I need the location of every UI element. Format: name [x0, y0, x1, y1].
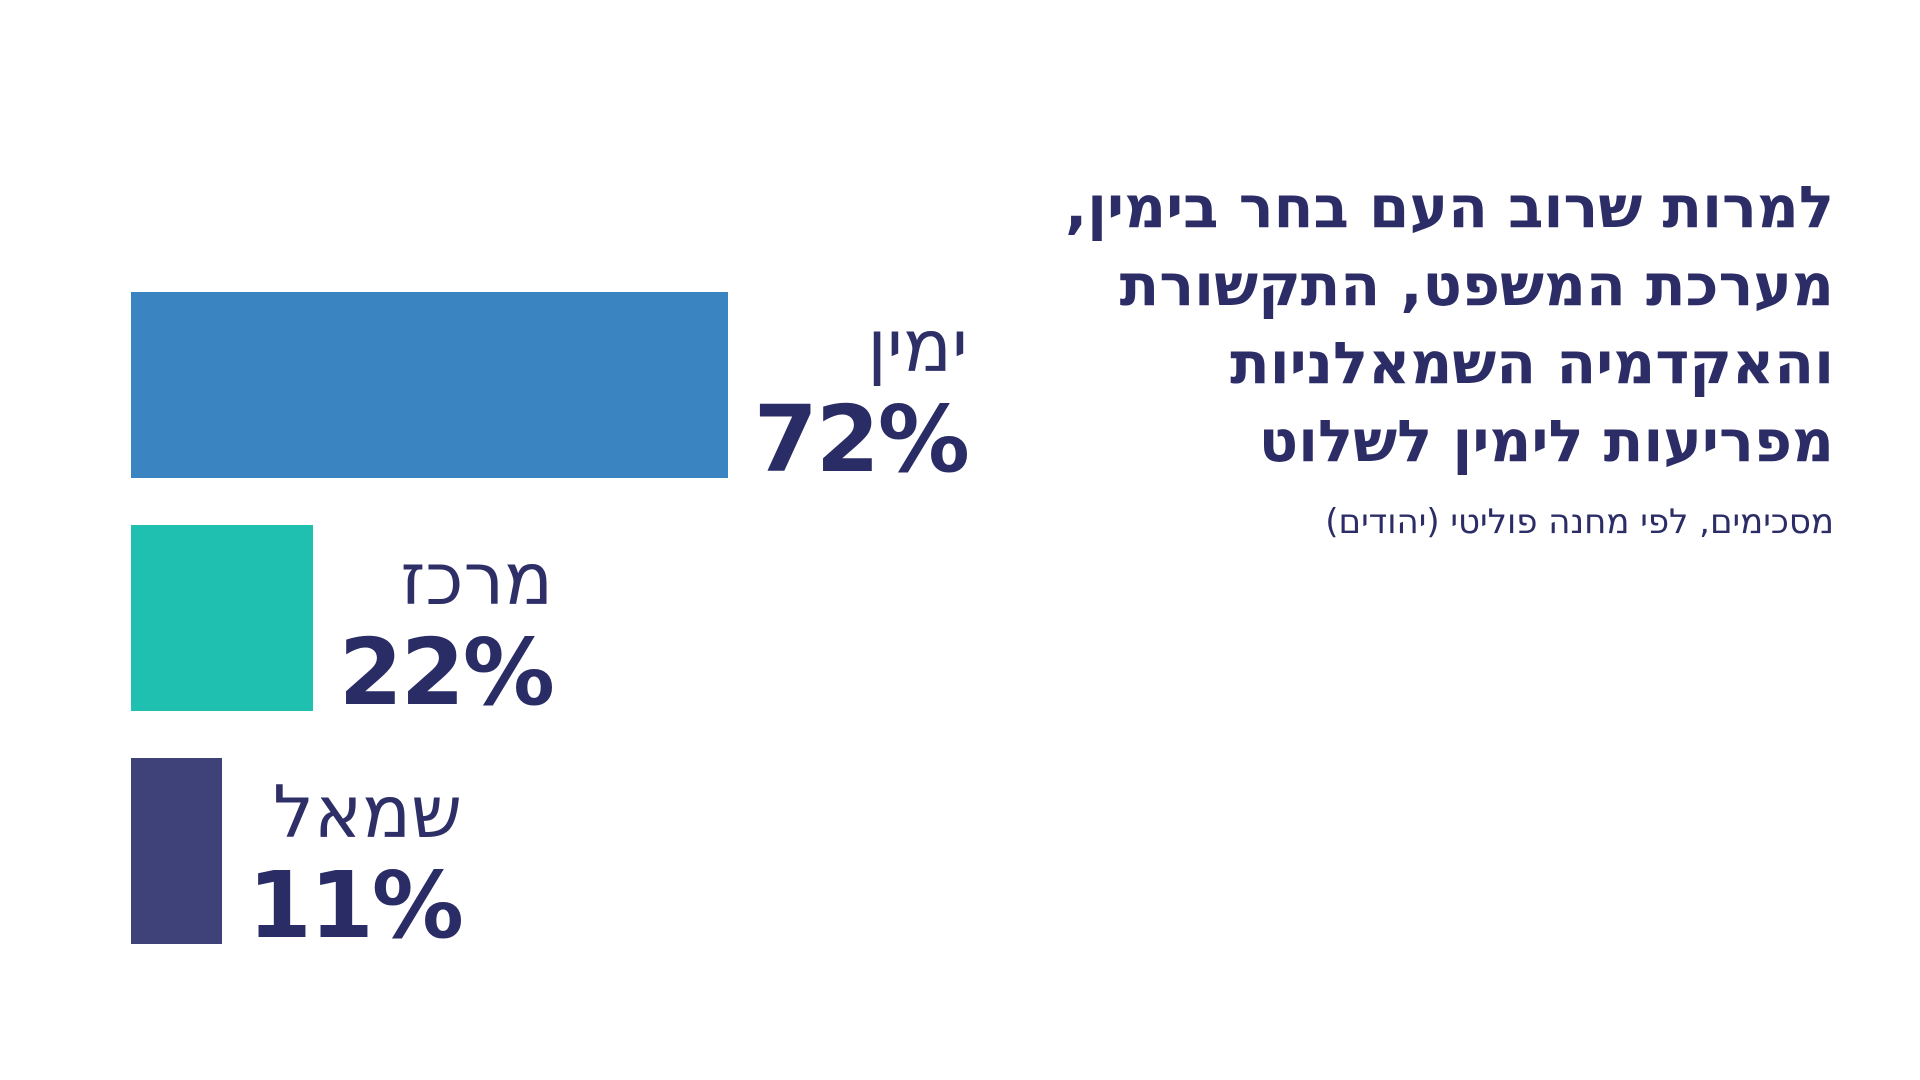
title-line-3: והאקדמיה השמאלניות	[1230, 329, 1834, 397]
chart-subtitle: מסכימים, לפי מחנה פוליטי (יהודים)	[1325, 502, 1834, 542]
title-line-2: מערכת המשפט, התקשורת	[1119, 251, 1834, 319]
bar-smol	[131, 758, 222, 944]
bar-yamin	[131, 292, 728, 478]
value-label-smol: 11%	[247, 852, 464, 959]
chart-title: למרות שרוב העם בחר בימין, מערכת המשפט, ה…	[934, 168, 1834, 480]
value-label-yamin: 72%	[753, 386, 970, 493]
title-line-1: למרות שרוב העם בחר בימין,	[1065, 173, 1834, 241]
category-label-yamin: ימין	[867, 304, 968, 388]
category-label-smol: שמאל	[273, 770, 462, 854]
title-line-4: מפריעות לימין לשלוט	[1258, 407, 1834, 475]
value-label-merkaz: 22%	[338, 619, 555, 726]
bar-merkaz	[131, 525, 313, 711]
category-label-merkaz: מרכז	[400, 537, 553, 621]
